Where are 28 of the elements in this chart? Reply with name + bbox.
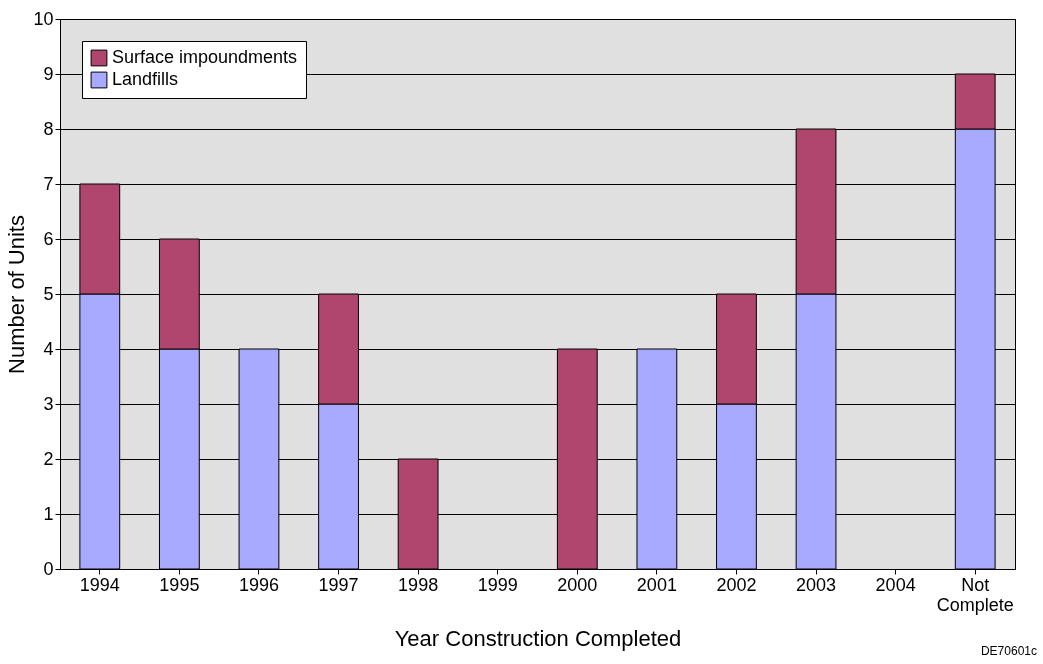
y-axis-title: Number of Units [4, 215, 30, 374]
x-tick-label: 1998 [398, 574, 439, 595]
y-tick-label: 6 [43, 228, 54, 249]
y-tick-label: 0 [43, 558, 54, 579]
x-tick-label: Not Complete [936, 574, 1014, 615]
y-tick-label: 4 [43, 338, 54, 359]
y-tick-label: 8 [43, 118, 54, 139]
x-tick-label: 1994 [79, 574, 120, 595]
x-tick-label: 1997 [318, 574, 359, 595]
y-tick-label: 1 [43, 503, 54, 524]
y-tick-label: 3 [43, 393, 54, 414]
x-tick-label: 1995 [159, 574, 200, 595]
text: DE70601c [980, 644, 1037, 658]
x-tick-label: 2004 [875, 574, 916, 595]
legend-label: Surface impoundments [112, 47, 298, 67]
x-axis-title: Year Construction Completed [394, 625, 682, 651]
x-tick-label: 1996 [238, 574, 279, 595]
y-tick-label: 9 [43, 63, 54, 84]
y-tick-label: 10 [33, 8, 54, 29]
x-tick-label: 2003 [796, 574, 837, 595]
y-tick-label: 5 [43, 283, 54, 304]
y-tick-label: 2 [43, 448, 54, 469]
x-tick-label: 2001 [636, 574, 677, 595]
x-tick-label: 2002 [716, 574, 757, 595]
legend-label: Landfills [112, 69, 179, 89]
y-tick-label: 7 [43, 173, 54, 194]
x-tick-label: 1999 [477, 574, 518, 595]
x-tick-label: 2000 [557, 574, 598, 595]
